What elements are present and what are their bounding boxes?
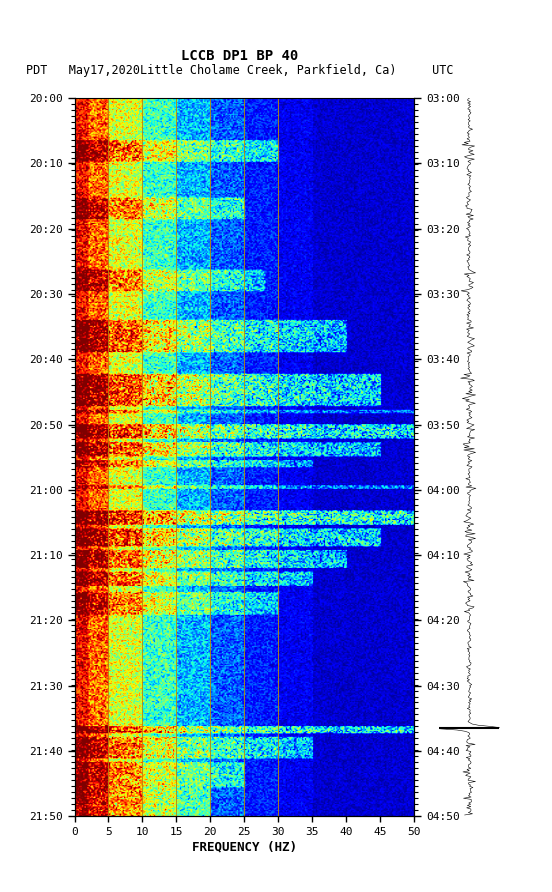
Text: PDT   May17,2020Little Cholame Creek, Parkfield, Ca)     UTC: PDT May17,2020Little Cholame Creek, Park… bbox=[26, 64, 454, 77]
Text: LCCB DP1 BP 40: LCCB DP1 BP 40 bbox=[182, 49, 299, 63]
X-axis label: FREQUENCY (HZ): FREQUENCY (HZ) bbox=[192, 841, 297, 854]
Text: USGS: USGS bbox=[11, 14, 41, 28]
